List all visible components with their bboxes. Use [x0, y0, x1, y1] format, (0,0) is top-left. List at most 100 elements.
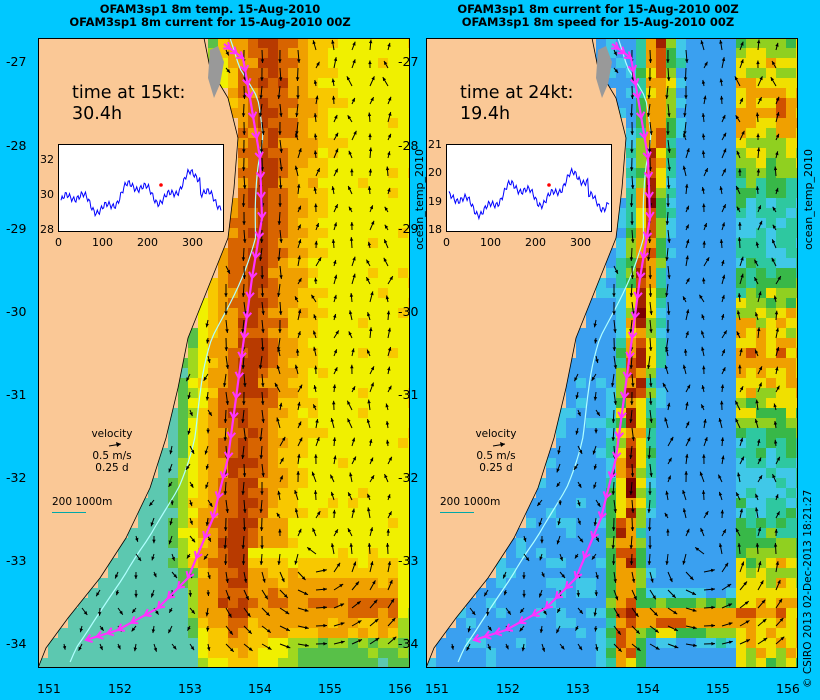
- field-cell: [258, 358, 268, 368]
- velocity-arrow-head: [392, 636, 397, 641]
- field-cell: [118, 658, 128, 668]
- field-cell: [626, 498, 636, 508]
- field-cell: [646, 448, 656, 458]
- velocity-arrow-head: [316, 437, 320, 442]
- field-cell: [636, 158, 646, 168]
- field-cell: [666, 128, 676, 138]
- field-cell: [388, 548, 398, 558]
- field-cell: [388, 658, 398, 668]
- field-cell: [766, 108, 776, 118]
- velocity-arrow-head: [313, 150, 318, 155]
- field-cell: [398, 318, 408, 328]
- field-cell: [238, 128, 248, 138]
- field-cell: [188, 328, 198, 338]
- velocity-arrow-head: [739, 386, 744, 391]
- field-cell: [298, 388, 308, 398]
- field-cell: [308, 328, 318, 338]
- field-cell: [228, 518, 238, 528]
- route-chevron: [226, 431, 237, 440]
- field-cell: [338, 628, 348, 638]
- field-cell: [576, 578, 586, 588]
- field-cell: [348, 658, 358, 668]
- field-cell: [756, 518, 766, 528]
- field-cell: [666, 528, 676, 538]
- velocity-arrow-head: [649, 383, 653, 387]
- velocity-arrow-head: [556, 629, 560, 634]
- velocity-arrow-head: [357, 620, 362, 624]
- field-cell: [278, 338, 288, 348]
- field-cell: [238, 278, 248, 288]
- field-cell: [308, 608, 318, 618]
- velocity-arrow-head: [385, 543, 390, 547]
- field-cell: [338, 288, 348, 298]
- field-cell: [358, 568, 368, 578]
- velocity-arrow-head: [646, 365, 651, 369]
- velocity-arrow-head: [684, 471, 688, 475]
- field-cell: [128, 548, 138, 558]
- field-cell: [746, 248, 756, 258]
- field-cell: [388, 108, 398, 118]
- field-cell: [398, 168, 408, 178]
- velocity-arrow-head: [631, 437, 635, 441]
- field-cell: [358, 138, 368, 148]
- field-cell: [716, 318, 726, 328]
- field-cell: [566, 458, 576, 468]
- route-chevron: [193, 550, 203, 560]
- field-cell: [716, 658, 726, 668]
- field-cell: [288, 328, 298, 338]
- field-cell: [308, 338, 318, 348]
- field-cell: [378, 188, 388, 198]
- lat-tick-left-4: -31: [6, 387, 27, 402]
- velocity-arrow-head: [347, 528, 352, 533]
- velocity-arrow-head: [370, 97, 374, 102]
- field-cell: [218, 428, 228, 438]
- field-cell: [576, 478, 586, 488]
- left-inset-ytick-2: 30: [40, 188, 54, 201]
- field-cell: [208, 608, 218, 618]
- field-cell: [706, 658, 716, 668]
- field-cell: [716, 218, 726, 228]
- field-cell: [268, 338, 278, 348]
- field-cell: [298, 248, 308, 258]
- right-inset-ytick-4: 18: [428, 223, 442, 236]
- field-cell: [308, 548, 318, 558]
- field-cell: [696, 308, 706, 318]
- field-cell: [746, 88, 756, 98]
- field-cell: [706, 238, 716, 248]
- field-cell: [596, 598, 606, 608]
- velocity-arrow-head: [665, 257, 669, 261]
- field-cell: [706, 518, 716, 528]
- field-cell: [686, 628, 696, 638]
- field-cell: [746, 148, 756, 158]
- field-cell: [526, 628, 536, 638]
- field-cell: [148, 518, 158, 528]
- field-cell: [786, 238, 796, 248]
- field-cell: [378, 288, 388, 298]
- field-cell: [726, 448, 736, 458]
- field-cell: [358, 508, 368, 518]
- field-cell: [696, 658, 706, 668]
- velocity-arrow-head: [771, 257, 775, 262]
- field-cell: [746, 118, 756, 128]
- velocity-arrow-head: [558, 501, 562, 506]
- field-cell: [666, 488, 676, 498]
- field-cell: [338, 408, 348, 418]
- field-cell: [776, 278, 786, 288]
- velocity-arrow-head: [230, 648, 234, 652]
- field-cell: [626, 318, 636, 328]
- field-cell: [656, 318, 666, 328]
- field-cell: [298, 468, 308, 478]
- field-cell: [348, 228, 358, 238]
- field-cell: [238, 378, 248, 388]
- field-cell: [168, 578, 178, 588]
- field-cell: [746, 168, 756, 178]
- velocity-arrow-head: [330, 543, 335, 548]
- velocity-arrow-head: [151, 629, 156, 633]
- velocity-arrow-head: [721, 349, 725, 354]
- field-cell: [258, 548, 268, 558]
- field-cell: [218, 628, 228, 638]
- field-cell: [338, 538, 348, 548]
- velocity-arrow-head: [520, 609, 524, 613]
- field-cell: [318, 368, 328, 378]
- field-cell: [308, 98, 318, 108]
